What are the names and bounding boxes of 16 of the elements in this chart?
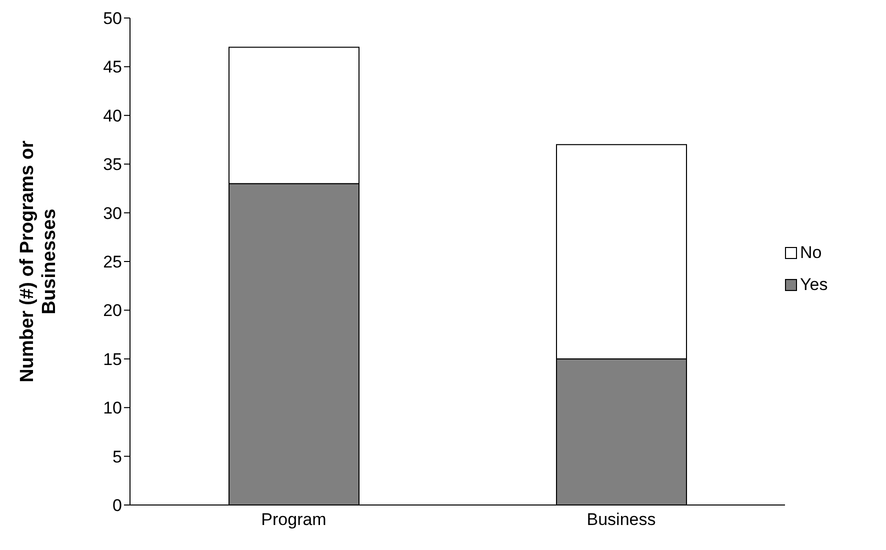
x-tick-label: Program — [261, 510, 326, 530]
y-tick-label: 15 — [103, 350, 122, 369]
y-tick-label: 10 — [103, 398, 122, 418]
y-tick-label: 20 — [103, 301, 122, 320]
legend-label: Yes — [800, 275, 828, 295]
y-tick-label: 35 — [103, 155, 122, 174]
y-axis-title: Number (#) of Programs or Businesses — [17, 140, 60, 382]
y-tick-label: 45 — [103, 58, 122, 77]
legend-label: No — [800, 243, 822, 263]
y-tick-label: 30 — [103, 204, 122, 223]
x-tick-label: Business — [586, 510, 656, 530]
y-tick-label: 25 — [103, 252, 122, 272]
y-tick-label: 5 — [112, 447, 122, 466]
y-tick-label: 40 — [103, 106, 122, 126]
y-tick-label: 0 — [112, 496, 122, 516]
y-tick-label: 50 — [103, 9, 122, 28]
